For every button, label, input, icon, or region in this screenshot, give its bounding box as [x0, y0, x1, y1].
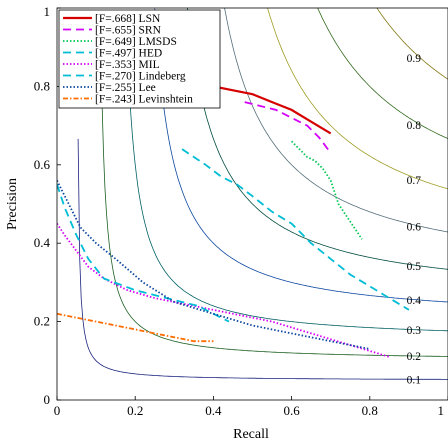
iso-f-label: 0.1: [407, 374, 422, 386]
y-tick-label: 0.4: [34, 235, 51, 250]
iso-f-label: 0.9: [407, 53, 422, 65]
legend-label: [F=.255] Lee: [95, 82, 156, 94]
x-tick-label: 0.6: [283, 403, 300, 418]
iso-f-curve: [224, 8, 448, 233]
series-line: [244, 101, 332, 154]
y-tick-label: 1: [44, 4, 51, 19]
x-tick-label: 0.8: [362, 403, 378, 418]
legend-label: [F=.270] Lindeberg: [95, 71, 186, 83]
legend-label: [F=.353] MIL: [95, 59, 160, 71]
legend-label: [F=.668] LSN: [95, 13, 161, 25]
x-tick-label: 1: [438, 403, 445, 418]
legend: [F=.668] LSN[F=.655] SRN[F=.649] LMSDS[F…: [58, 9, 221, 109]
axes: 00 0.2 0.2 0.4 0.4 0.6 0.6 0.8 0.8 1 1: [34, 4, 448, 418]
iso-f-curves: 0.1 0.2 0.3 0.4 0.5 0.6 0.7 0.8 0.9: [77, 8, 448, 386]
x-tick-label: 0.2: [127, 403, 143, 418]
iso-f-curve: [77, 138, 448, 380]
series-layer: [57, 85, 410, 358]
legend-box: [58, 9, 221, 109]
x-tick-label: 0: [54, 403, 61, 418]
iso-f-label: 0.8: [407, 120, 422, 132]
y-tick-label: 0.2: [34, 314, 50, 329]
iso-f-curve: [376, 8, 448, 80]
series-line: [57, 312, 214, 343]
iso-f-curve: [186, 8, 448, 270]
iso-f-curve: [317, 8, 448, 140]
series-line: [290, 140, 363, 240]
series-line: [57, 184, 230, 323]
legend-label: [F=.655] SRN: [95, 25, 162, 37]
legend-label: [F=.497] HED: [95, 48, 162, 60]
x-axis-title: Recall: [233, 427, 269, 442]
series-line: [57, 223, 390, 358]
series-line: [57, 180, 370, 350]
series-line: [181, 148, 410, 311]
iso-f-curve: [100, 15, 448, 357]
iso-f-label: 0.4: [407, 295, 422, 307]
y-axis-title: Precision: [5, 178, 20, 230]
iso-f-label: 0.7: [407, 175, 422, 187]
iso-f-curve: [126, 30, 448, 332]
x-tick-label: 0.4: [205, 403, 222, 418]
y-tick-label: 0.6: [34, 157, 51, 172]
y-tick-label: 0.8: [34, 78, 50, 93]
y-tick-label: 0: [44, 392, 51, 407]
plot-frame: [56, 7, 448, 401]
iso-f-label: 0.5: [407, 261, 422, 273]
iso-f-label: 0.2: [407, 351, 422, 363]
legend-label: [F=.649] LMSDS: [95, 36, 177, 48]
iso-f-curve: [267, 8, 448, 190]
iso-f-curve: [154, 8, 448, 303]
iso-f-label: 0.6: [407, 221, 422, 233]
iso-f-label: 0.3: [407, 325, 422, 337]
legend-label: [F=.243] Levinshtein: [95, 94, 193, 106]
